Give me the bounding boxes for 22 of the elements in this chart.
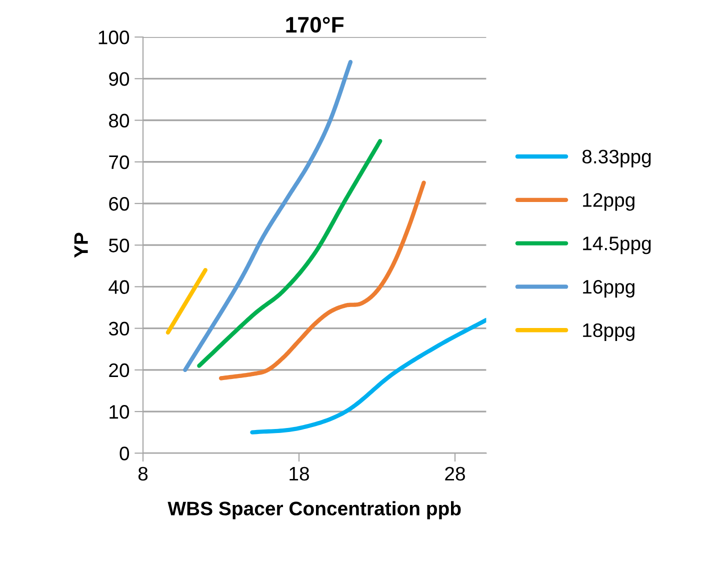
y-axis-title: YP: [74, 232, 88, 258]
x-tick-label: 8: [138, 466, 148, 481]
y-tick-label: 90: [109, 72, 130, 86]
y-tick-label: 70: [109, 155, 130, 170]
y-tick-label: 30: [108, 322, 130, 336]
chart-title: 170°F: [286, 16, 344, 33]
y-tick-label: 10: [110, 405, 130, 419]
legend-label: 14.5ppg: [583, 236, 651, 254]
x-axis-title: WBS Spacer Concentration ppb: [168, 501, 461, 520]
x-tick-label: 28: [445, 466, 465, 481]
y-tick-label: 50: [108, 238, 130, 252]
y-tick-label: 80: [109, 114, 130, 128]
y-tick-label: 20: [109, 363, 130, 378]
y-tick-label: 40: [108, 280, 130, 294]
legend-label: 8.33ppg: [582, 150, 651, 168]
x-tick-label: 18: [290, 466, 309, 481]
legend-label: 18ppg: [583, 323, 634, 341]
legend-label: 16ppg: [583, 280, 634, 298]
y-tick-label: 60: [109, 196, 130, 211]
legend-label: 12ppg: [583, 193, 634, 211]
y-tick-label: 0: [120, 446, 130, 460]
y-tick-label: 100: [98, 30, 130, 44]
